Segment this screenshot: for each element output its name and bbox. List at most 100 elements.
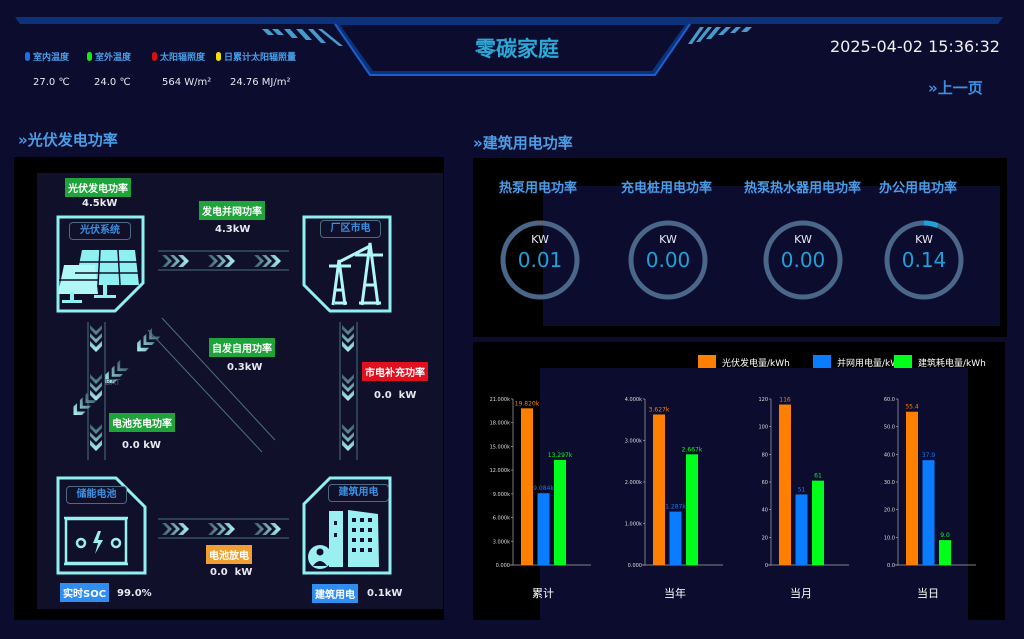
y-tick-label: 1.000k xyxy=(625,522,642,528)
header-frame xyxy=(15,17,1003,76)
gauge-ring xyxy=(628,220,708,300)
bar-value-label: 19.820k xyxy=(515,400,540,407)
y-tick-label: 50.0 xyxy=(884,425,895,431)
legend-swatch xyxy=(813,355,831,368)
y-tick-label: 0 xyxy=(765,563,768,569)
back-link[interactable]: »上一页 xyxy=(928,79,983,97)
bar xyxy=(779,404,791,565)
y-tick-label: 10.0 xyxy=(884,535,895,541)
self-use-badge: 自发自用功率 xyxy=(209,338,275,357)
grid-supply-badge: 市电补充功率 xyxy=(362,362,428,381)
bar xyxy=(686,454,698,565)
arrow-battery-to-building xyxy=(158,518,289,539)
energy-chart-inner xyxy=(540,368,968,620)
gauge-title: 办公用电功率 xyxy=(879,181,958,196)
flow-diagram xyxy=(56,215,392,575)
env-label: 日累计太阳辐照量 xyxy=(224,53,297,63)
chart-panel-3: 0.0 10.0 20.0 30.0 40.0 50.0 60.0 55.4 37.9 9.0 当日 xyxy=(884,397,976,600)
y-tick-label: 60 xyxy=(762,480,768,486)
chart-panel-1: 0.000 1.000k 2.000k 3.000k 4.000k 3.627k 1.287… xyxy=(625,397,723,600)
arrow-grid-to-building xyxy=(339,322,358,460)
bar xyxy=(669,511,682,565)
y-tick-label: 20.0 xyxy=(884,508,895,514)
y-tick-label: 6.000k xyxy=(493,516,510,522)
legend-dot-icon xyxy=(25,52,30,61)
energy-bar-chart: 光伏发电量/kWh 并网用电量/kWh 建筑耗电量/kWh 0.000 3.000k 6.… xyxy=(490,355,986,600)
y-tick-label: 0.0 xyxy=(887,563,895,569)
arrow-pv-to-grid xyxy=(158,250,289,271)
env-label: 室内温度 xyxy=(33,53,70,63)
bar-value-label: 3.627k xyxy=(649,406,670,413)
bar-value-label: 9.0 xyxy=(940,532,950,539)
x-category-label: 累计 xyxy=(532,587,554,600)
arrow-pv-to-building xyxy=(69,317,276,453)
bar-value-label: 51 xyxy=(798,486,806,493)
pv-power-badge: 光伏发电功率 xyxy=(65,178,131,197)
gauge-value: 0.00 xyxy=(780,248,826,272)
battery-node-title: 储能电池 xyxy=(66,486,127,504)
arrow-pv-to-battery xyxy=(87,322,106,460)
y-tick-label: 40 xyxy=(762,508,768,514)
gauge-track xyxy=(628,220,708,300)
battery-icon xyxy=(64,516,128,566)
building-load-badge: 建筑用电 xyxy=(312,584,358,603)
gauge-panel-inner xyxy=(543,186,1000,326)
battery-charge-value: 0.0 kW xyxy=(122,440,161,451)
gauge-title: 充电桩用电功率 xyxy=(621,181,713,196)
gauge-unit: KW xyxy=(531,233,549,246)
y-tick-label: 100 xyxy=(758,425,768,431)
battery-discharge-value: 0.0 kW xyxy=(210,567,253,578)
grid-supply-value: 0.0 kW xyxy=(374,390,417,401)
gauge-progress-arc xyxy=(923,220,939,228)
bar-value-label: 116 xyxy=(779,397,791,404)
gauge-value: 0.01 xyxy=(517,248,563,272)
env-legend-item: 太阳辐照度 xyxy=(152,50,205,63)
y-tick-label: 0.000 xyxy=(628,563,642,569)
legend-dot-icon xyxy=(87,52,92,61)
gauge-ring xyxy=(884,220,964,300)
y-tick-label: 30.0 xyxy=(884,480,895,486)
pv-node-title: 光伏系统 xyxy=(69,222,131,240)
bar xyxy=(939,540,951,565)
gauge-value: 0.14 xyxy=(901,248,947,272)
gauge-ring xyxy=(763,220,843,300)
env-value: 564 W/m² xyxy=(162,77,212,88)
y-tick-label: 18.000k xyxy=(490,421,510,427)
chart-panel-0: 0.000 3.000k 6.000k 9.000k 12.000k 15.000k 18.… xyxy=(490,397,591,600)
grid-export-badge: 发电并网功率 xyxy=(199,201,265,220)
grid-node-title: 厂区市电 xyxy=(320,220,381,238)
legend-label: 建筑耗电量/kWh xyxy=(918,357,986,369)
bar-value-label: 9.084k xyxy=(533,485,554,492)
env-label: 室外温度 xyxy=(95,53,132,63)
building-section-title: »建筑用电功率 xyxy=(473,134,573,152)
building-load-value: 0.1kW xyxy=(367,588,403,599)
soc-badge: 实时SOC xyxy=(60,583,110,602)
bar xyxy=(521,408,533,565)
legend-dot-icon xyxy=(216,52,221,61)
battery-charge-badge: 电池充电功率 xyxy=(109,413,175,432)
y-tick-label: 20 xyxy=(762,535,768,541)
gauge-unit: KW xyxy=(915,233,933,246)
y-tick-label: 3.000k xyxy=(493,539,510,545)
bar xyxy=(795,494,808,565)
legend-label: 光伏发电量/kWh xyxy=(722,357,790,369)
legend-label: 并网用电量/kWh xyxy=(837,357,905,369)
x-category-label: 当日 xyxy=(917,586,939,600)
y-tick-label: 80 xyxy=(762,452,768,458)
env-legend-item: 室内温度 xyxy=(25,50,69,63)
gauge-title: 热泵用电功率 xyxy=(499,181,578,196)
y-tick-label: 21.000k xyxy=(490,397,510,403)
gauge-ring xyxy=(500,220,580,300)
bar xyxy=(922,460,935,565)
bar xyxy=(812,480,824,565)
y-tick-label: 40.0 xyxy=(884,452,895,458)
grid-node-frame xyxy=(302,215,392,313)
pv-node-frame xyxy=(56,215,145,313)
pv-power-value: 4.5kW xyxy=(82,198,118,209)
legend-swatch xyxy=(698,355,716,368)
y-tick-label: 60.0 xyxy=(884,397,895,403)
y-tick-label: 3.000k xyxy=(625,439,642,445)
x-category-label: 当月 xyxy=(790,586,812,600)
x-category-label: 当年 xyxy=(664,586,686,600)
y-tick-label: 4.000k xyxy=(625,397,642,403)
